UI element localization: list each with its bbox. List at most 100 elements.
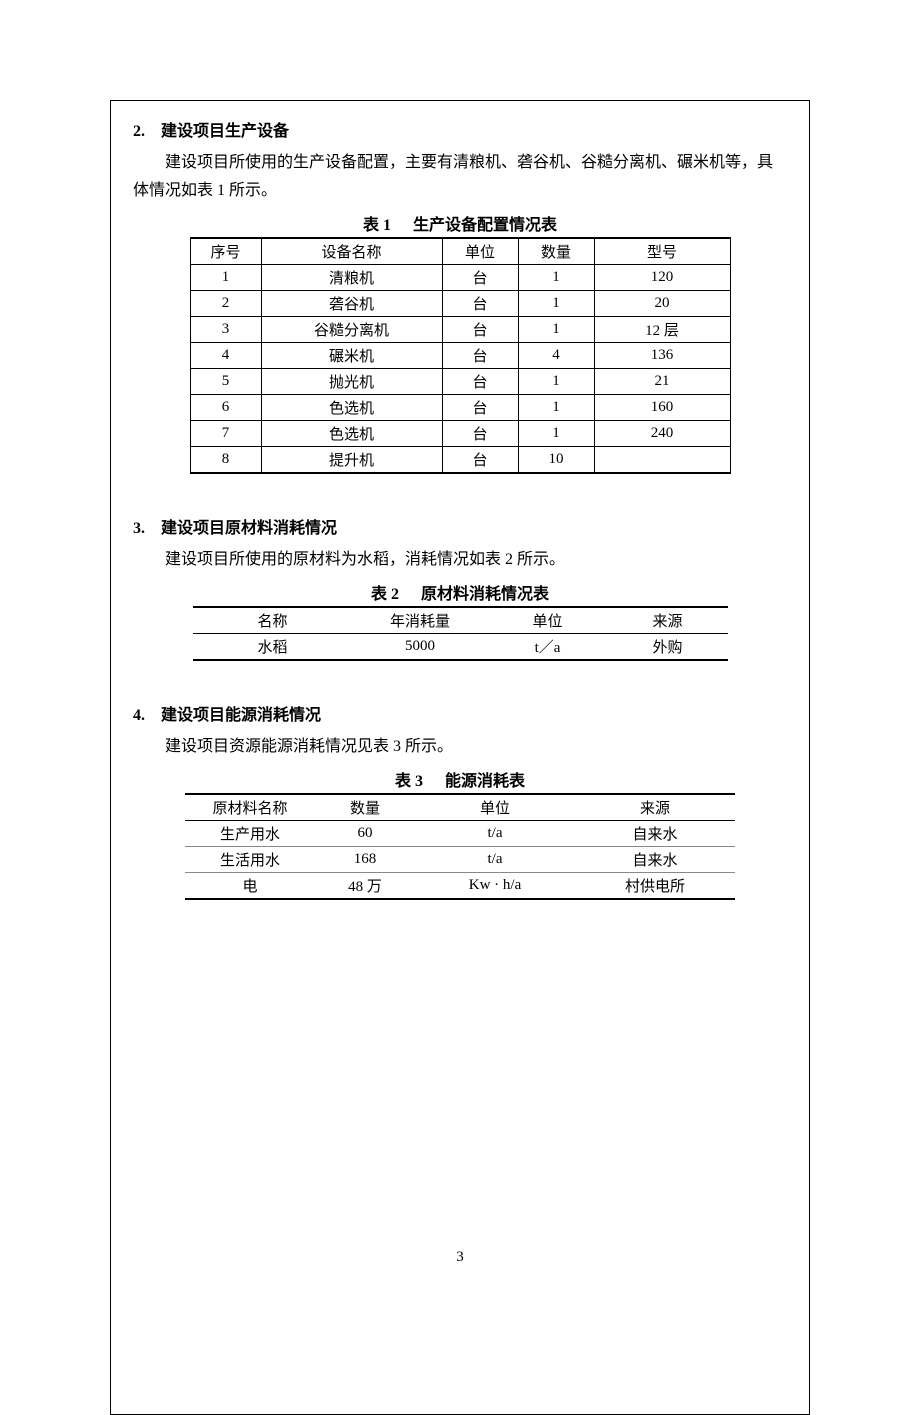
table-cell: Kw · h/a bbox=[415, 873, 575, 900]
table-cell: 色选机 bbox=[261, 421, 442, 447]
section4-paragraph: 建设项目资源能源消耗情况见表 3 所示。 bbox=[133, 733, 787, 761]
section4-title: 建设项目能源消耗情况 bbox=[161, 707, 321, 724]
table3-caption: 表 3 能源消耗表 bbox=[133, 767, 787, 791]
table-cell: 台 bbox=[442, 447, 518, 474]
table-row: 4碾米机台4136 bbox=[190, 343, 730, 369]
table2-caption-no: 表 2 bbox=[371, 586, 399, 603]
table-cell: 60 bbox=[315, 821, 415, 847]
table3-caption-title: 能源消耗表 bbox=[445, 773, 525, 790]
table-cell: 台 bbox=[442, 369, 518, 395]
table-header-cell: 原材料名称 bbox=[185, 794, 315, 821]
table-cell: 自来水 bbox=[575, 847, 735, 873]
table-cell: 20 bbox=[594, 291, 730, 317]
table2: 名称年消耗量单位来源水稻5000t／a外购 bbox=[193, 606, 728, 661]
table-cell: 水稻 bbox=[193, 634, 353, 661]
table-row: 2砻谷机台120 bbox=[190, 291, 730, 317]
table-header-cell: 名称 bbox=[193, 607, 353, 634]
table1-caption: 表 1 生产设备配置情况表 bbox=[133, 211, 787, 235]
table-row: 6色选机台1160 bbox=[190, 395, 730, 421]
table1-caption-title: 生产设备配置情况表 bbox=[413, 217, 557, 234]
table-row: 生产用水60t/a自来水 bbox=[185, 821, 735, 847]
table-cell: 色选机 bbox=[261, 395, 442, 421]
table-cell: 谷糙分离机 bbox=[261, 317, 442, 343]
table-cell: 12 层 bbox=[594, 317, 730, 343]
table-cell: 抛光机 bbox=[261, 369, 442, 395]
table-header-cell: 来源 bbox=[608, 607, 728, 634]
table-cell: 电 bbox=[185, 873, 315, 900]
table-header-cell: 年消耗量 bbox=[353, 607, 488, 634]
table-row: 7色选机台1240 bbox=[190, 421, 730, 447]
table-cell: t/a bbox=[415, 847, 575, 873]
table-cell: 生活用水 bbox=[185, 847, 315, 873]
section3-title: 建设项目原材料消耗情况 bbox=[161, 520, 337, 537]
table-row: 3谷糙分离机台112 层 bbox=[190, 317, 730, 343]
table-cell: 120 bbox=[594, 265, 730, 291]
table-cell: 2 bbox=[190, 291, 261, 317]
table-cell: t／a bbox=[488, 634, 608, 661]
table-header-cell: 序号 bbox=[190, 238, 261, 265]
section3-heading: 3. 建设项目原材料消耗情况 bbox=[133, 514, 787, 538]
table-cell: 台 bbox=[442, 395, 518, 421]
table-row: 5抛光机台121 bbox=[190, 369, 730, 395]
table-row: 电48 万Kw · h/a村供电所 bbox=[185, 873, 735, 900]
table-cell bbox=[594, 447, 730, 474]
table-cell: 自来水 bbox=[575, 821, 735, 847]
table-cell: 240 bbox=[594, 421, 730, 447]
table-cell: 21 bbox=[594, 369, 730, 395]
table-row: 生活用水168t/a自来水 bbox=[185, 847, 735, 873]
table-header-cell: 来源 bbox=[575, 794, 735, 821]
table-header-cell: 设备名称 bbox=[261, 238, 442, 265]
table-cell: 生产用水 bbox=[185, 821, 315, 847]
section2-paragraph: 建设项目所使用的生产设备配置，主要有清粮机、砻谷机、谷糙分离机、碾米机等，具体情… bbox=[133, 149, 787, 205]
table-header-cell: 单位 bbox=[488, 607, 608, 634]
table-cell: 台 bbox=[442, 291, 518, 317]
table-cell: 1 bbox=[518, 421, 594, 447]
table-cell: 4 bbox=[190, 343, 261, 369]
table-cell: 160 bbox=[594, 395, 730, 421]
table-cell: 8 bbox=[190, 447, 261, 474]
table-cell: 5000 bbox=[353, 634, 488, 661]
table-header-cell: 数量 bbox=[518, 238, 594, 265]
table-cell: 48 万 bbox=[315, 873, 415, 900]
table-cell: 台 bbox=[442, 343, 518, 369]
table-cell: 168 bbox=[315, 847, 415, 873]
content-frame: 2. 建设项目生产设备 建设项目所使用的生产设备配置，主要有清粮机、砻谷机、谷糙… bbox=[110, 100, 810, 1415]
table3: 原材料名称数量单位来源生产用水60t/a自来水生活用水168t/a自来水电48 … bbox=[185, 793, 735, 900]
table-cell: 5 bbox=[190, 369, 261, 395]
section2-num: 2. bbox=[133, 123, 157, 141]
table-header-cell: 单位 bbox=[415, 794, 575, 821]
table-cell: 清粮机 bbox=[261, 265, 442, 291]
table-cell: 台 bbox=[442, 265, 518, 291]
table-cell: 7 bbox=[190, 421, 261, 447]
section2-heading: 2. 建设项目生产设备 bbox=[133, 117, 787, 141]
table-cell: 台 bbox=[442, 317, 518, 343]
table-cell: 砻谷机 bbox=[261, 291, 442, 317]
table-cell: t/a bbox=[415, 821, 575, 847]
table-cell: 1 bbox=[190, 265, 261, 291]
table1: 序号设备名称单位数量型号1清粮机台11202砻谷机台1203谷糙分离机台112 … bbox=[190, 237, 731, 474]
table-header-cell: 型号 bbox=[594, 238, 730, 265]
table-cell: 3 bbox=[190, 317, 261, 343]
section3-paragraph: 建设项目所使用的原材料为水稻，消耗情况如表 2 所示。 bbox=[133, 546, 787, 574]
table-row: 8提升机台10 bbox=[190, 447, 730, 474]
table-cell: 1 bbox=[518, 369, 594, 395]
table-cell: 1 bbox=[518, 291, 594, 317]
section4-heading: 4. 建设项目能源消耗情况 bbox=[133, 701, 787, 725]
table2-caption: 表 2 原材料消耗情况表 bbox=[133, 580, 787, 604]
table-row: 1清粮机台1120 bbox=[190, 265, 730, 291]
table-row: 水稻5000t／a外购 bbox=[193, 634, 728, 661]
table-cell: 1 bbox=[518, 317, 594, 343]
table2-caption-title: 原材料消耗情况表 bbox=[421, 586, 549, 603]
table3-caption-no: 表 3 bbox=[395, 773, 423, 790]
table-header-cell: 单位 bbox=[442, 238, 518, 265]
table-cell: 台 bbox=[442, 421, 518, 447]
page-number: 3 bbox=[0, 1249, 920, 1266]
section4-num: 4. bbox=[133, 707, 157, 725]
table-header-cell: 数量 bbox=[315, 794, 415, 821]
table-cell: 4 bbox=[518, 343, 594, 369]
table-cell: 6 bbox=[190, 395, 261, 421]
table-cell: 碾米机 bbox=[261, 343, 442, 369]
table-cell: 1 bbox=[518, 265, 594, 291]
table-cell: 提升机 bbox=[261, 447, 442, 474]
section2-title: 建设项目生产设备 bbox=[161, 123, 289, 140]
